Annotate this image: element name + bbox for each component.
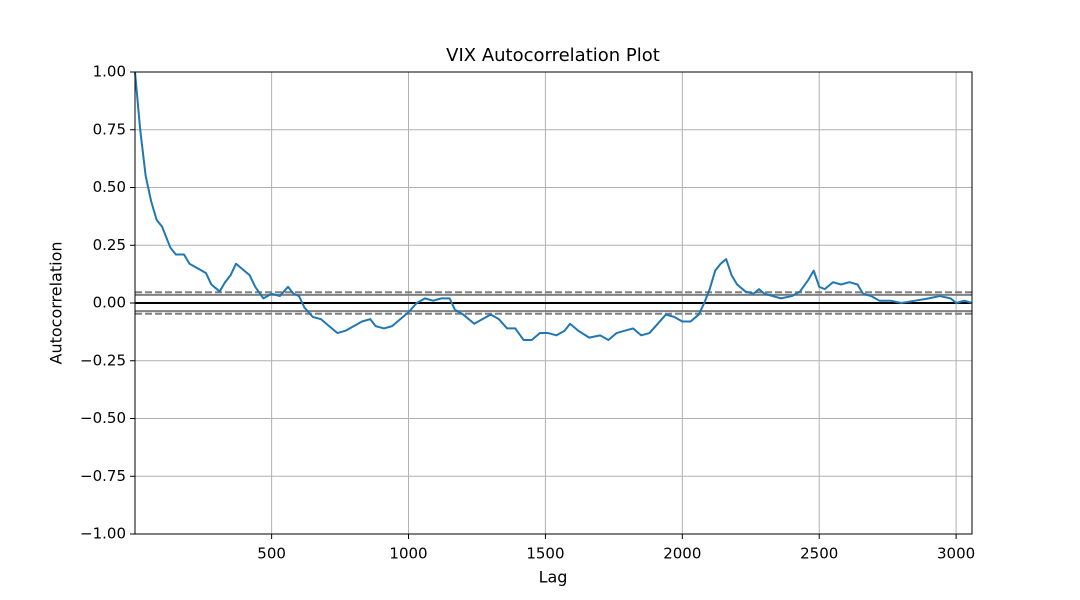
x-tick-label: 2000 [663,545,701,563]
x-tick-label: 3000 [937,545,975,563]
y-axis-label: Autocorrelation [47,242,66,365]
data-line [134,71,973,341]
x-tick-label: 1000 [389,545,427,563]
y-tick-label: −0.75 [80,467,126,485]
x-tick-label: 500 [257,545,286,563]
chart-title: VIX Autocorrelation Plot [446,45,660,66]
y-tick-label: −0.25 [80,351,126,369]
x-tick-label: 1500 [526,545,564,563]
y-tick-label: 1.00 [93,63,126,81]
x-axis-label: Lag [539,568,568,587]
y-tick-label: −1.00 [80,525,126,543]
y-tick-label: 0.75 [93,120,126,138]
y-tick-label: 0.00 [93,294,126,312]
x-tick-label: 2500 [800,545,838,563]
y-tick-label: −0.50 [80,409,126,427]
y-tick-label: 0.25 [93,236,126,254]
plot-frame [134,71,973,535]
y-tick-label: 0.50 [93,178,126,196]
